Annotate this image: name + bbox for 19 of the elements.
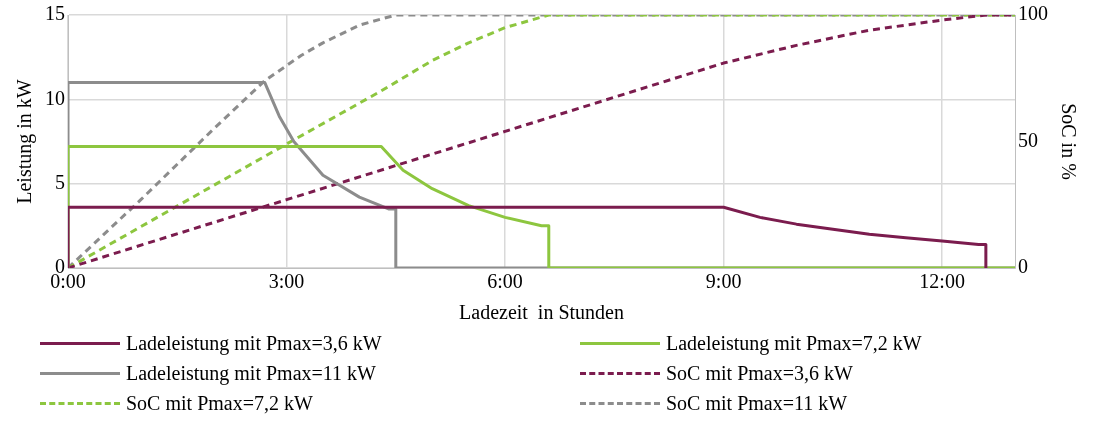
x-tick-label: 3:00 <box>268 270 305 293</box>
legend-label: SoC mit Pmax=11 kW <box>666 391 848 416</box>
x-axis-title: Ladezeit in Stunden <box>459 301 624 324</box>
y2-axis-title: SoC in % <box>1057 103 1080 180</box>
x-tick-label: 9:00 <box>705 270 742 293</box>
y-tick-label: 5 <box>55 170 65 193</box>
y2-tick-label: 0 <box>1018 255 1028 278</box>
y2-tick-label: 100 <box>1018 2 1048 25</box>
x-tick-label: 12:00 <box>919 270 965 293</box>
legend-label: Ladeleistung mit Pmax=11 kW <box>126 361 376 386</box>
legend-label: SoC mit Pmax=7,2 kW <box>126 391 313 416</box>
y-axis-title: Leistung in kW <box>13 79 37 204</box>
y-tick-label: 15 <box>45 2 65 25</box>
legend-label: Ladeleistung mit Pmax=7,2 kW <box>666 331 922 356</box>
x-tick-label: 6:00 <box>487 270 523 293</box>
y-tick-label: 10 <box>45 86 65 109</box>
legend-label: Ladeleistung mit Pmax=3,6 kW <box>126 331 382 356</box>
y2-tick-label: 50 <box>1018 128 1038 151</box>
legend-label: SoC mit Pmax=3,6 kW <box>666 361 853 386</box>
